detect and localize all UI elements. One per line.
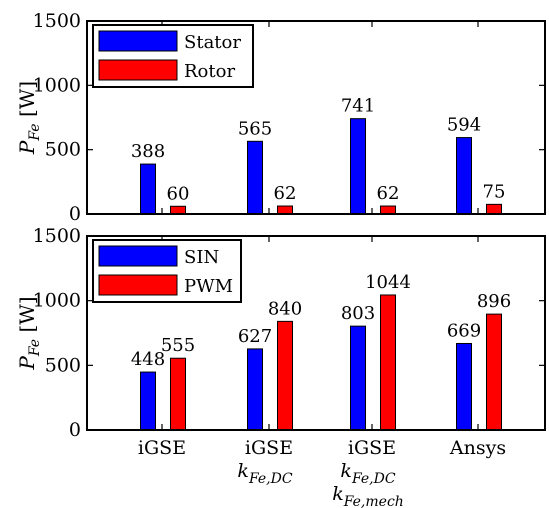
bar-pwm-0	[170, 357, 186, 431]
bar-rotor-3	[486, 203, 502, 215]
y-tick-label-1: 500	[45, 139, 81, 161]
data-label-sin-0: 448	[131, 349, 165, 370]
legend: Stator Rotor	[92, 24, 254, 88]
data-label-stator-1: 565	[238, 118, 272, 139]
data-label-rotor-2: 62	[377, 183, 400, 204]
y-tick-label-2: 1000	[33, 290, 81, 312]
bar-stator-2	[350, 118, 366, 215]
data-label-stator-2: 741	[341, 96, 375, 117]
x-tick-label-sub: Fe,DC	[351, 471, 396, 487]
legend-swatch-rotor	[98, 59, 178, 81]
y-tick-label-2: 1000	[33, 74, 81, 96]
legend-swatch-stator	[98, 30, 178, 52]
x-tick-label-sub: Fe,mech	[343, 494, 404, 508]
plot-frame	[86, 20, 546, 215]
data-label-rotor-1: 62	[274, 183, 297, 204]
y-tick-label-0: 0	[69, 419, 81, 441]
x-tick-label-1-1: kFe,DC	[237, 460, 292, 487]
bar-sin-0	[140, 371, 156, 431]
data-label-rotor-3: 75	[483, 181, 506, 202]
x-tick-label-3-0: Ansys	[449, 437, 506, 459]
x-tick-label-2-1: kFe,DC	[340, 460, 395, 487]
data-label-sin-2: 803	[341, 303, 375, 324]
y-axis-label-main: P	[15, 140, 39, 155]
plot-frame	[86, 235, 546, 431]
legend: SIN PWM	[92, 239, 242, 303]
data-label-pwm-0: 555	[161, 335, 195, 356]
y-tick-label-1: 500	[45, 354, 81, 376]
x-tick-label-main: k	[237, 460, 249, 482]
data-label-sin-3: 669	[447, 320, 481, 341]
legend-swatch-sin	[98, 245, 178, 267]
bar-stator-3	[456, 137, 472, 215]
data-label-sin-1: 627	[238, 326, 272, 347]
bar-sin-1	[247, 348, 263, 431]
y-axis-label: PFe [W]	[15, 296, 43, 370]
bar-rotor-2	[380, 205, 396, 215]
y-axis-label-unit: [W]	[15, 81, 39, 124]
x-tick-label-sub: Fe,DC	[248, 471, 293, 487]
data-label-stator-3: 594	[447, 115, 481, 136]
y-axis-label-main: P	[15, 356, 39, 371]
y-axis-label: PFe [W]	[15, 81, 43, 155]
bottom-panel: 448 627 803 669 555 840 1044 896 0 500 1000 1500 PFe…	[15, 225, 546, 441]
top-panel: 388 565 741 594 60 62 62 75 0 500 1000 1500 PFe [W] S…	[15, 10, 546, 225]
bar-pwm-3	[486, 313, 502, 431]
y-tick-label-3: 1500	[33, 225, 81, 247]
x-tick-label-main: k	[340, 460, 352, 482]
bar-pwm-1	[277, 320, 293, 431]
bar-pwm-2	[380, 294, 396, 431]
x-tick-label-2-2: kFe,mech	[332, 483, 404, 508]
bar-stator-1	[247, 140, 263, 215]
data-label-pwm-2: 1044	[365, 272, 411, 293]
bar-sin-3	[456, 342, 472, 431]
legend-label-pwm: PWM	[184, 276, 233, 297]
bar-rotor-0	[170, 205, 186, 215]
y-axis-label-unit: [W]	[15, 296, 39, 339]
data-label-pwm-1: 840	[268, 298, 302, 319]
x-tick-label-2-0: iGSE	[348, 437, 396, 459]
data-label-pwm-3: 896	[477, 291, 511, 312]
data-label-stator-0: 388	[131, 141, 165, 162]
bar-rotor-1	[277, 205, 293, 215]
legend-label-rotor: Rotor	[184, 61, 235, 82]
legend-label-sin: SIN	[184, 247, 219, 268]
y-axis-label-sub: Fe	[27, 123, 43, 141]
legend-label-stator: Stator	[184, 32, 241, 53]
bar-stator-0	[140, 163, 156, 215]
data-label-rotor-0: 60	[167, 183, 190, 204]
y-axis-label-sub: Fe	[27, 339, 43, 357]
x-tick-label-0-0: iGSE	[138, 437, 186, 459]
bar-sin-2	[350, 325, 366, 431]
y-tick-label-0: 0	[69, 203, 81, 225]
x-tick-label-1-0: iGSE	[245, 437, 293, 459]
y-tick-label-3: 1500	[33, 10, 81, 32]
legend-swatch-pwm	[98, 274, 178, 296]
x-tick-label-main: k	[332, 483, 344, 505]
